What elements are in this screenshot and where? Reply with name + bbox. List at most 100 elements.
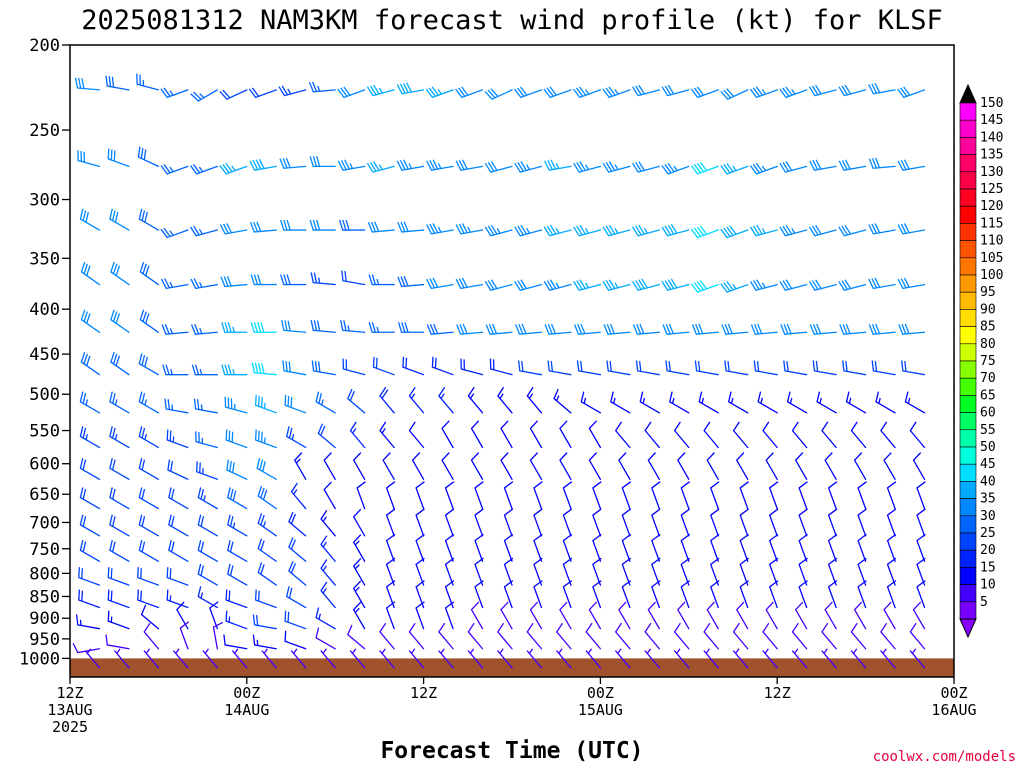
y-tick-label: 850: [29, 587, 60, 607]
wind-barb: [470, 601, 484, 630]
wind-barb: [402, 356, 425, 376]
wind-barb: [315, 627, 336, 650]
colorbar-label: 30: [980, 509, 996, 524]
wind-barb: [533, 533, 543, 562]
wind-barb: [160, 227, 189, 239]
wind-barb: [84, 648, 101, 669]
wind-barb: [160, 278, 189, 290]
wind-barbs: [72, 73, 926, 669]
colorbar-cell: [959, 601, 977, 620]
wind-barb: [484, 88, 513, 100]
wind-barb: [644, 421, 660, 449]
colorbar-cell: [959, 412, 977, 431]
wind-barb: [221, 322, 248, 333]
wind-barb: [190, 323, 218, 335]
wind-barb: [868, 82, 896, 95]
y-tick-label: 650: [29, 485, 60, 505]
wind-barb: [139, 261, 160, 286]
wind-barb: [467, 622, 484, 650]
wind-barb: [553, 388, 572, 414]
wind-barb: [749, 224, 778, 237]
wind-barb: [110, 261, 130, 286]
colorbar-label: 80: [980, 337, 996, 352]
wind-barb: [562, 508, 573, 537]
wind-barb: [138, 514, 160, 537]
wind-barb: [821, 622, 837, 650]
wind-barb: [202, 648, 218, 669]
wind-barb: [167, 459, 189, 480]
wind-barb: [720, 281, 749, 293]
wind-barb: [559, 601, 572, 630]
wind-barb: [143, 622, 160, 650]
wind-barb: [223, 634, 248, 650]
colorbar-cell: [959, 309, 977, 327]
wind-barb: [168, 487, 189, 510]
wind-barb: [749, 162, 778, 175]
colorbar-cell: [959, 532, 977, 551]
wind-barb: [484, 279, 513, 291]
wind-barb: [109, 514, 130, 537]
colorbar-cell: [959, 102, 977, 121]
wind-barb: [290, 482, 307, 510]
wind-barb: [779, 224, 808, 237]
wind-barb: [850, 622, 867, 650]
wind-barb: [703, 648, 719, 669]
wind-barb: [161, 323, 189, 335]
wind-barb: [909, 622, 926, 650]
wind-barb: [280, 274, 307, 286]
wind-barb: [109, 208, 130, 231]
wind-barb: [809, 159, 837, 171]
wind-barb: [337, 86, 366, 99]
wind-barb: [164, 398, 189, 414]
wind-barb: [372, 356, 395, 376]
y-axis: 200 250 300 350 400 450 500 550 600 650 700 750 800 8…: [19, 36, 70, 669]
wind-barb: [710, 481, 720, 510]
wind-barb: [356, 481, 366, 510]
credit-link[interactable]: coolwx.com/models: [873, 749, 1016, 765]
y-tick-label: 900: [29, 609, 60, 629]
wind-barb: [415, 508, 425, 537]
wind-barb: [750, 323, 778, 335]
wind-barb: [342, 358, 366, 376]
colorbar-label: 125: [980, 182, 1003, 197]
wind-barb: [353, 534, 366, 562]
wind-barb: [138, 426, 160, 449]
wind-barb: [588, 420, 602, 449]
y-tick-label: 750: [29, 540, 60, 560]
colorbar-label: 65: [980, 388, 996, 403]
wind-barb: [110, 351, 130, 376]
wind-barb: [339, 219, 366, 231]
wind-barb: [80, 309, 101, 333]
wind-barb: [166, 589, 189, 609]
wind-barb: [107, 610, 130, 630]
wind-barb: [901, 360, 926, 376]
wind-barb: [310, 272, 336, 286]
wind-barb: [79, 208, 101, 231]
wind-barb: [77, 150, 101, 168]
wind-barb: [75, 614, 101, 630]
wind-barb: [257, 538, 277, 562]
wind-barb: [845, 391, 867, 414]
wind-barb: [798, 481, 808, 510]
x-tick-label: 00Z: [233, 684, 260, 702]
wind-barb: [514, 224, 543, 237]
wind-barb: [257, 562, 277, 586]
wind-barb: [107, 148, 130, 168]
wind-barb: [880, 421, 896, 449]
wind-barb: [114, 648, 130, 669]
wind-barb: [79, 487, 101, 510]
wind-barb: [514, 161, 543, 173]
wind-barb: [105, 634, 130, 650]
wind-barb: [647, 452, 660, 480]
wind-barb: [138, 353, 160, 376]
wind-barb: [720, 225, 749, 239]
wind-barb: [559, 452, 572, 480]
colorbar-label: 75: [980, 354, 996, 369]
wind-barb: [883, 601, 896, 630]
wind-barb: [379, 421, 395, 449]
wind-barb: [674, 648, 690, 669]
colorbar-cell: [959, 360, 977, 379]
wind-barb: [426, 223, 454, 235]
wind-barb: [779, 161, 808, 173]
wind-barb: [252, 614, 277, 630]
